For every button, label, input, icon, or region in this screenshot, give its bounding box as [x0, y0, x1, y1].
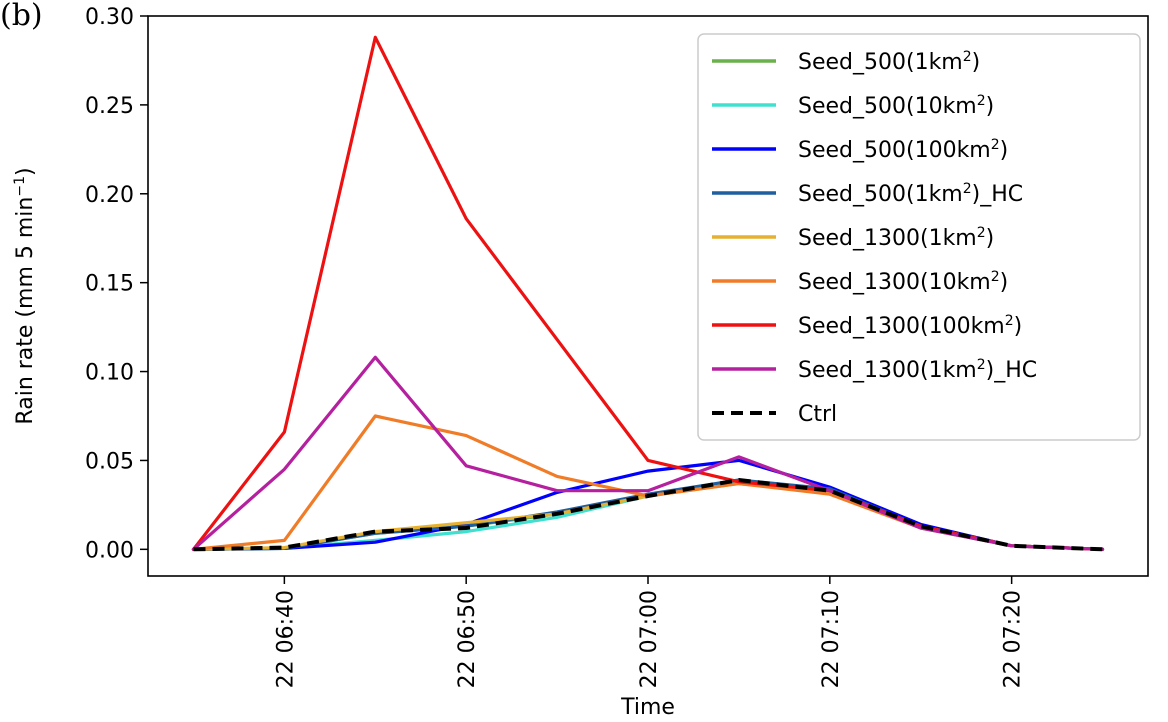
y-tick-label-0: 0.00: [85, 538, 134, 563]
y-tick-label-3: 0.15: [85, 272, 134, 297]
series-lines: [191, 35, 1105, 552]
legend-label-1: Seed_500(10km2): [798, 93, 994, 119]
legend-label-sup-0: 2: [963, 49, 972, 65]
legend-label-sup-4: 2: [977, 225, 986, 241]
y-axis-label-sup: −1: [12, 176, 28, 197]
x-tick-label-0: 22 06:40: [273, 590, 298, 688]
legend-label-suffix-2: ): [1000, 138, 1009, 163]
legend-label-4: Seed_1300(1km2): [798, 225, 994, 251]
legend-label-3: Seed_500(1km2)_HC: [798, 181, 1023, 207]
legend-label-sup-5: 2: [991, 269, 1000, 285]
legend-label-2: Seed_500(100km2): [798, 137, 1008, 163]
legend-label-7: Seed_1300(1km2)_HC: [798, 357, 1037, 383]
x-tick-label-4: 22 07:20: [1001, 590, 1026, 688]
x-tick-label-3: 22 07:10: [819, 590, 844, 688]
y-tick-label-1: 0.05: [85, 449, 134, 474]
x-tick-label-2: 22 07:00: [637, 590, 662, 688]
legend-label-5: Seed_1300(10km2): [798, 269, 1008, 295]
legend-label-8: Ctrl: [798, 402, 837, 427]
legend-label-sup-6: 2: [1005, 313, 1014, 329]
legend-box: [697, 33, 1141, 441]
legend-label-sup-7: 2: [977, 357, 986, 373]
x-axis-label: Time: [620, 695, 675, 720]
x-tick-label-1: 22 06:50: [455, 590, 480, 688]
legend-label-0: Seed_500(1km2): [798, 49, 980, 75]
legend-label-suffix-7: )_HC: [986, 358, 1038, 383]
y-tick-label-4: 0.20: [85, 183, 134, 208]
legend-label-suffix-0: ): [972, 50, 981, 75]
legend-label-6: Seed_1300(100km2): [798, 313, 1022, 339]
y-tick-label-2: 0.10: [85, 361, 134, 386]
y-tick-label-6: 0.30: [85, 5, 134, 30]
legend-label-suffix-5: ): [1000, 270, 1009, 295]
legend-label-suffix-3: )_HC: [972, 182, 1024, 207]
legend-label-sup-1: 2: [977, 93, 986, 109]
legend-label-suffix-1: ): [986, 94, 995, 119]
y-axis-label-close: ): [13, 167, 38, 176]
legend-label-suffix-4: ): [986, 226, 995, 251]
legend-label-sup-3: 2: [963, 181, 972, 197]
legend-label-suffix-6: ): [1014, 314, 1023, 339]
legend-label-sup-2: 2: [991, 137, 1000, 153]
y-tick-label-5: 0.25: [85, 94, 134, 119]
panel-label: (b): [0, 0, 43, 33]
series-line-8: [193, 478, 1103, 552]
y-axis-label: Rain rate (mm 5 min−1): [12, 167, 38, 424]
